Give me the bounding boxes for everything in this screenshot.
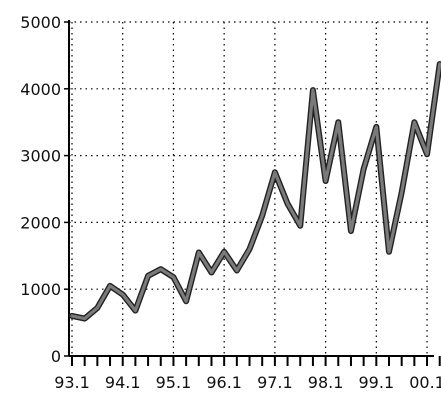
y-tick-label: 5000: [20, 13, 61, 32]
y-tick-label: 1000: [20, 280, 61, 299]
x-tick-label: 98.1: [308, 373, 344, 392]
y-tick-label: 2000: [20, 213, 61, 232]
series-layer: [69, 61, 441, 322]
axes: [64, 20, 441, 366]
y-tick-label: 4000: [20, 80, 61, 99]
y-tick-label: 0: [51, 347, 61, 366]
grid-lines: [69, 21, 432, 356]
series-line-outline: [69, 61, 441, 322]
x-tick-label: 96.1: [206, 373, 242, 392]
x-tick-label: 97.1: [257, 373, 293, 392]
y-tick-label: 3000: [20, 147, 61, 166]
series-line: [70, 62, 441, 321]
tick-labels: 0 1000 2000 3000 4000 5000 93.1 94.1 95.1 96.1 97.…: [20, 13, 441, 392]
x-tick-label: 93.1: [54, 373, 90, 392]
x-tick-label: 99.1: [359, 373, 395, 392]
x-tick-label: 94.1: [105, 373, 141, 392]
x-tick-label: 00.1: [409, 373, 441, 392]
x-tick-label: 95.1: [156, 373, 192, 392]
